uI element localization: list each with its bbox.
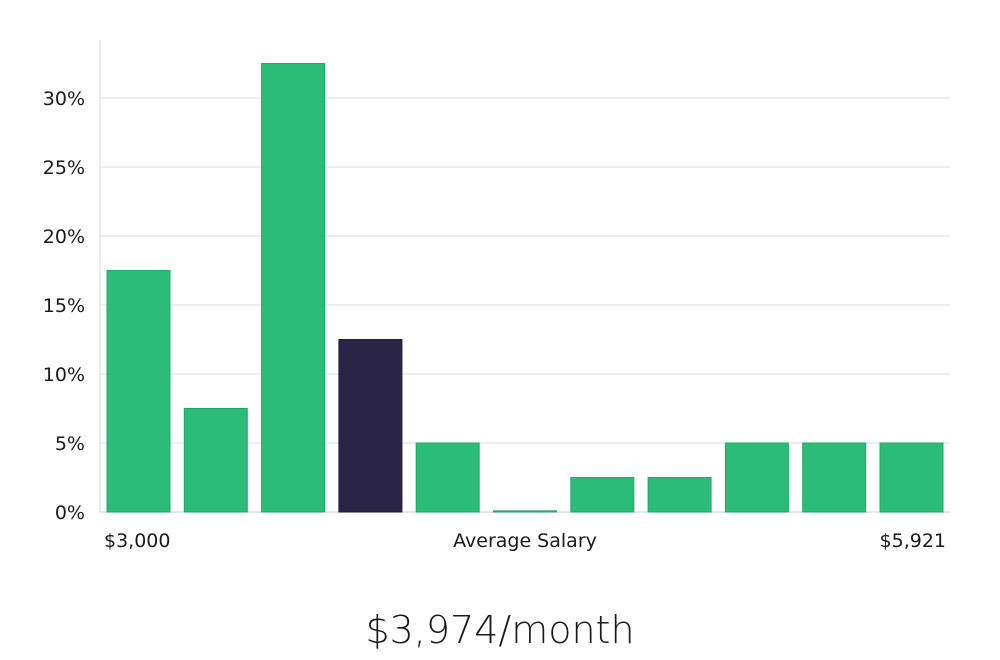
bar [261, 63, 326, 513]
salary-distribution-chart: 0% 5% 10% 15% 20% 25% 30% $3,000 Average Salar… [43, 40, 950, 552]
bar [802, 442, 867, 513]
y-tick-label: 25% [43, 157, 85, 179]
y-tick-label: 20% [43, 226, 85, 248]
average-salary-headline: $3,974/month [365, 608, 635, 652]
bar [724, 442, 789, 513]
bar [415, 442, 480, 513]
y-tick-label: 10% [43, 364, 85, 386]
y-tick-label: 5% [55, 433, 85, 455]
y-tick-label: 0% [55, 502, 85, 524]
x-max-label: $5,921 [880, 530, 946, 552]
bar [570, 477, 635, 513]
bar [493, 510, 557, 513]
bars [106, 63, 944, 513]
y-tick-label: 15% [43, 295, 85, 317]
bar [647, 477, 712, 513]
bar-highlighted [338, 339, 403, 513]
bar [879, 442, 944, 513]
x-axis-label: Average Salary [453, 530, 597, 552]
y-tick-label: 30% [43, 88, 85, 110]
bar [106, 270, 171, 513]
y-tick-labels: 0% 5% 10% 15% 20% 25% 30% [43, 88, 85, 524]
x-min-label: $3,000 [104, 530, 170, 552]
bar [183, 408, 248, 513]
